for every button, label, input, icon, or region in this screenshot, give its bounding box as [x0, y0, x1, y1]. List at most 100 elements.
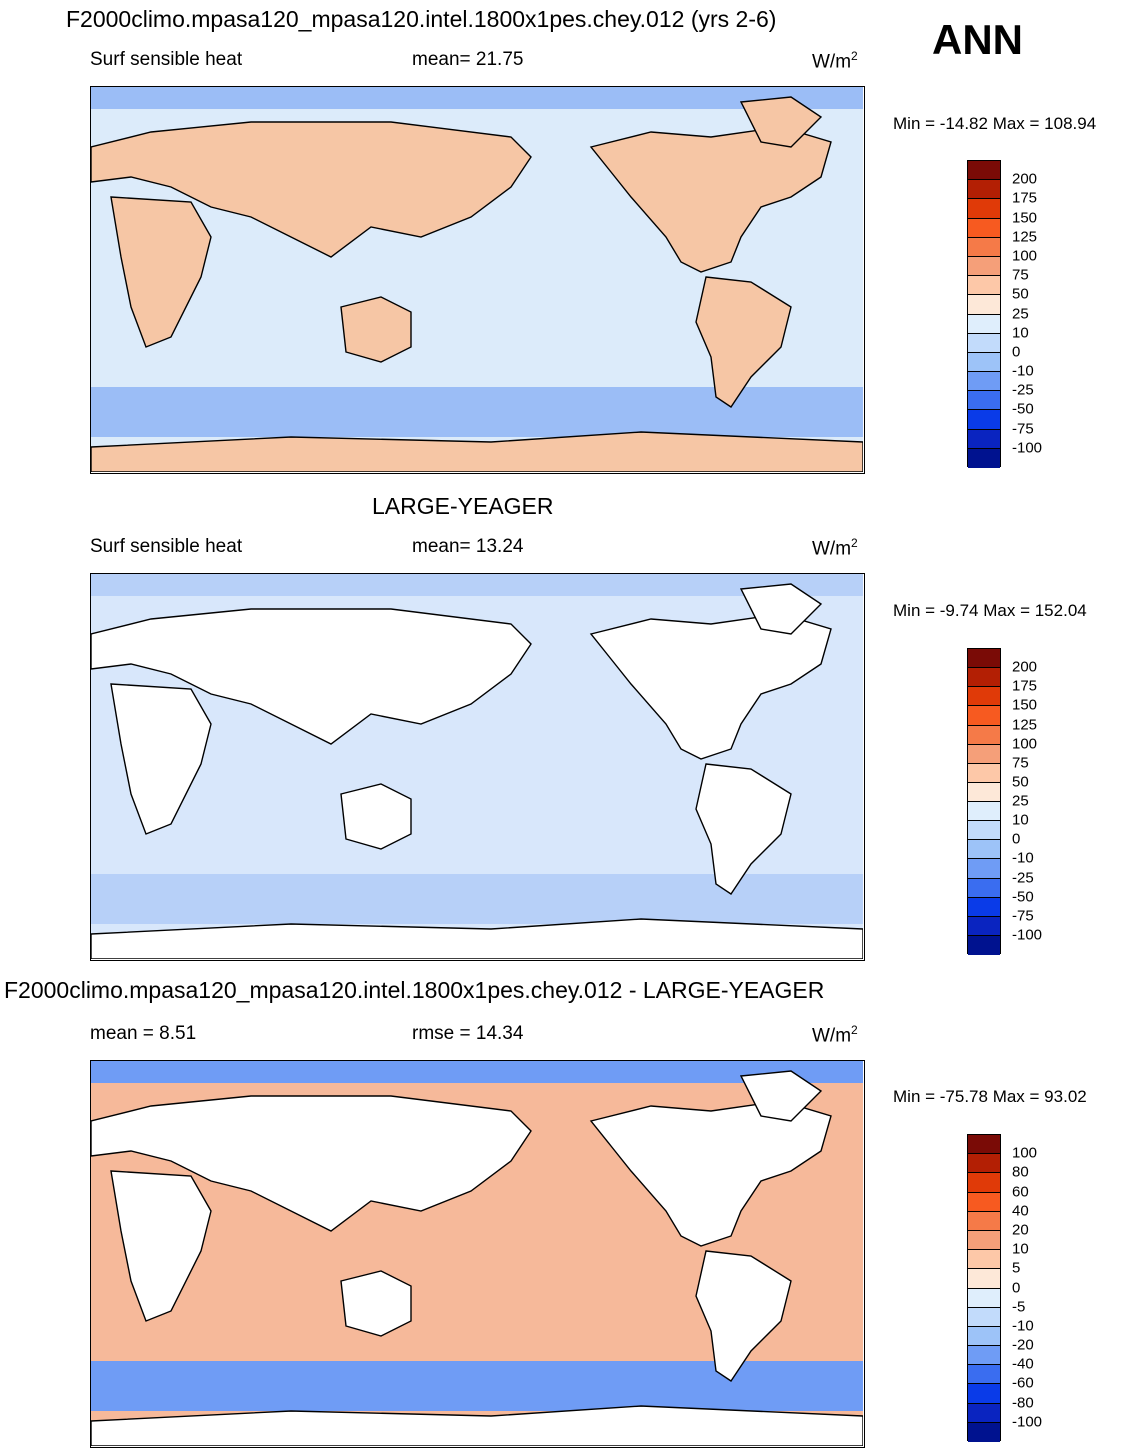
season-label: ANN: [932, 16, 1023, 63]
colorbar-swatch: [968, 1269, 1000, 1289]
panel3-minmax: Min = -75.78 Max = 93.02: [893, 1087, 1087, 1106]
panel1-map: [90, 86, 865, 474]
panel3-units: W/m2: [812, 1023, 858, 1047]
colorbar-tick-label: 10: [1012, 811, 1029, 829]
colorbar-tick-label: 25: [1012, 792, 1029, 810]
colorbar-tick-label: 200: [1012, 658, 1038, 676]
panel1-minmax: Min = -14.82 Max = 108.94: [893, 114, 1097, 133]
continent-outline: [110, 1170, 212, 1322]
polar-band-south: [91, 387, 863, 437]
colorbar-swatch: [968, 161, 1000, 181]
continent-outline: [110, 196, 212, 348]
continent-outline: [739, 1070, 823, 1122]
colorbar-swatch: [968, 199, 1000, 219]
panel2-colorbar: [967, 648, 1001, 955]
panel3-mean: mean = 8.51: [90, 1023, 197, 1044]
colorbar-swatch: [968, 1422, 1000, 1442]
colorbar-swatch: [968, 295, 1000, 315]
colorbar-swatch: [968, 821, 1000, 841]
continent-outline: [91, 121, 532, 258]
colorbar-swatch: [968, 763, 1000, 783]
continent-outline: [340, 296, 412, 363]
panel1-units: W/m2: [812, 49, 858, 73]
panel3-map: [90, 1060, 865, 1448]
colorbar-tick-label: -75: [1012, 907, 1034, 925]
panel3-title: F2000climo.mpasa120_mpasa120.intel.1800x…: [4, 977, 825, 1003]
colorbar-tick-label: 175: [1012, 189, 1038, 207]
continent-outline: [340, 783, 412, 850]
panel1-mean: mean= 21.75: [412, 49, 524, 70]
continent-outline: [91, 1405, 863, 1446]
colorbar-tick-label: -50: [1012, 400, 1034, 418]
continent-outline: [91, 918, 863, 959]
panel3-rmse: rmse = 14.34: [412, 1023, 524, 1044]
panel3-map-svg: [91, 1061, 863, 1446]
colorbar-tick-label: -10: [1012, 1317, 1034, 1335]
colorbar-tick-label: 75: [1012, 754, 1029, 772]
colorbar-tick-label: -75: [1012, 420, 1034, 438]
colorbar-tick-label: 200: [1012, 170, 1038, 188]
colorbar-tick-label: 40: [1012, 1202, 1029, 1220]
colorbar-tick-label: -80: [1012, 1394, 1034, 1412]
panel3-colorbar: [967, 1134, 1001, 1442]
colorbar-swatch: [968, 333, 1000, 353]
colorbar-swatch: [968, 256, 1000, 277]
colorbar-tick-label: 75: [1012, 266, 1029, 284]
colorbar-tick-label: -10: [1012, 849, 1034, 867]
continent-outline: [589, 1100, 832, 1247]
colorbar-swatch: [968, 1384, 1000, 1404]
colorbar-tick-label: -5: [1012, 1298, 1026, 1316]
panel2-minmax: Min = -9.74 Max = 152.04: [893, 601, 1087, 620]
colorbar-tick-label: -50: [1012, 888, 1034, 906]
colorbar-tick-label: 150: [1012, 696, 1038, 714]
continent-outline: [589, 613, 832, 760]
colorbar-swatch: [968, 352, 1000, 373]
colorbar-tick-label: -10: [1012, 362, 1034, 380]
colorbar-swatch: [968, 916, 1000, 936]
panel2-map-svg: [91, 574, 863, 959]
continent-outline: [91, 1095, 532, 1232]
colorbar-swatch: [968, 725, 1000, 745]
colorbar-swatch: [968, 448, 1000, 468]
colorbar-tick-label: 0: [1012, 343, 1021, 361]
colorbar-swatch: [968, 1154, 1000, 1174]
continent-outline: [110, 683, 212, 835]
panel2-units: W/m2: [812, 536, 858, 560]
colorbar-swatch: [968, 1365, 1000, 1385]
colorbar-tick-label: -60: [1012, 1374, 1034, 1392]
colorbar-swatch: [968, 180, 1000, 200]
colorbar-tick-label: 100: [1012, 247, 1038, 265]
colorbar-swatch: [968, 237, 1000, 257]
colorbar-tick-label: 150: [1012, 209, 1038, 227]
panel2-map: [90, 573, 865, 961]
colorbar-swatch: [968, 687, 1000, 707]
colorbar-swatch: [968, 218, 1000, 238]
colorbar-tick-label: 50: [1012, 773, 1029, 791]
colorbar-tick-label: -25: [1012, 869, 1034, 886]
colorbar-tick-label: 0: [1012, 1279, 1021, 1296]
colorbar-swatch: [968, 1135, 1000, 1155]
polar-band-north: [91, 87, 863, 109]
colorbar-tick-label: 10: [1012, 1240, 1029, 1258]
panel1-colorbar: [967, 160, 1001, 468]
colorbar-tick-label: 50: [1012, 285, 1029, 303]
colorbar-swatch: [968, 1211, 1000, 1231]
colorbar-swatch: [968, 782, 1000, 802]
continent-outline: [695, 763, 792, 895]
colorbar-swatch: [968, 668, 1000, 688]
main-title: F2000climo.mpasa120_mpasa120.intel.1800x…: [66, 6, 777, 32]
colorbar-swatch: [968, 1192, 1000, 1212]
colorbar-swatch: [968, 897, 1000, 917]
colorbar-swatch: [968, 372, 1000, 392]
panel1-variable: Surf sensible heat: [90, 49, 243, 70]
colorbar-swatch: [968, 1250, 1000, 1270]
colorbar-tick-label: -20: [1012, 1336, 1034, 1354]
panel2-variable: Surf sensible heat: [90, 536, 243, 557]
colorbar-tick-label: -100: [1012, 926, 1043, 944]
continent-outline: [91, 608, 532, 745]
panel1-map-svg: [91, 87, 863, 472]
continent-outline: [340, 1270, 412, 1337]
colorbar-tick-label: -40: [1012, 1355, 1034, 1373]
colorbar-swatch: [968, 1173, 1000, 1193]
panel2-mean: mean= 13.24: [412, 536, 524, 557]
